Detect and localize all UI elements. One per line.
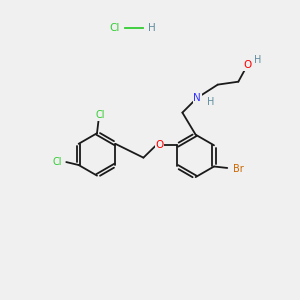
Text: Cl: Cl [53, 157, 62, 167]
Text: H: H [207, 97, 214, 107]
Text: Cl: Cl [95, 110, 105, 120]
Text: N: N [193, 93, 201, 103]
Text: Cl: Cl [110, 23, 120, 33]
Text: Br: Br [233, 164, 244, 174]
Text: H: H [148, 23, 155, 33]
Text: O: O [243, 61, 251, 70]
Text: O: O [155, 140, 164, 150]
Text: H: H [254, 55, 261, 64]
